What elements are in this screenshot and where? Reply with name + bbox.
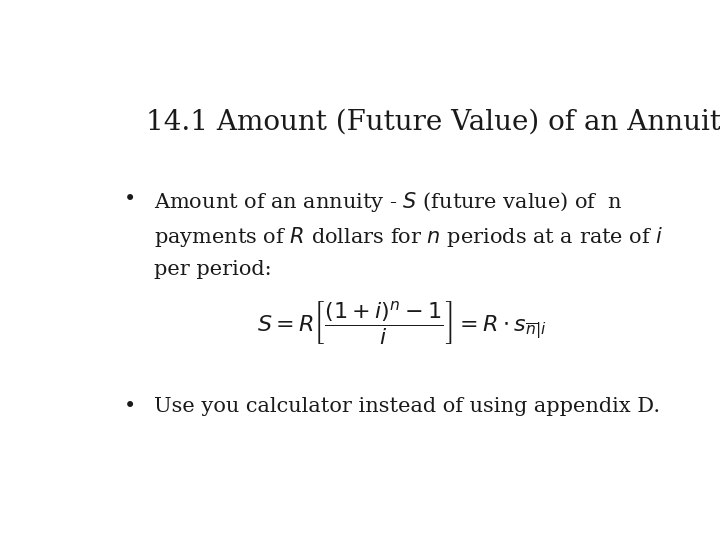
Text: 14.1 Amount (Future Value) of an Annuity: 14.1 Amount (Future Value) of an Annuity (145, 109, 720, 136)
Text: Amount of an annuity - $S$ (future value) of  n: Amount of an annuity - $S$ (future value… (154, 190, 623, 213)
Text: Use you calculator instead of using appendix D.: Use you calculator instead of using appe… (154, 397, 660, 416)
Text: •: • (124, 190, 136, 208)
Text: per period:: per period: (154, 260, 271, 279)
Text: •: • (124, 397, 136, 416)
Text: payments of $R$ dollars for $n$ periods at a rate of $i$: payments of $R$ dollars for $n$ periods … (154, 225, 664, 249)
Text: $S = R\left[\dfrac{(1+i)^{n}-1}{i}\right] = R \cdot s_{\overline{n}|i}$: $S = R\left[\dfrac{(1+i)^{n}-1}{i}\right… (258, 300, 547, 347)
